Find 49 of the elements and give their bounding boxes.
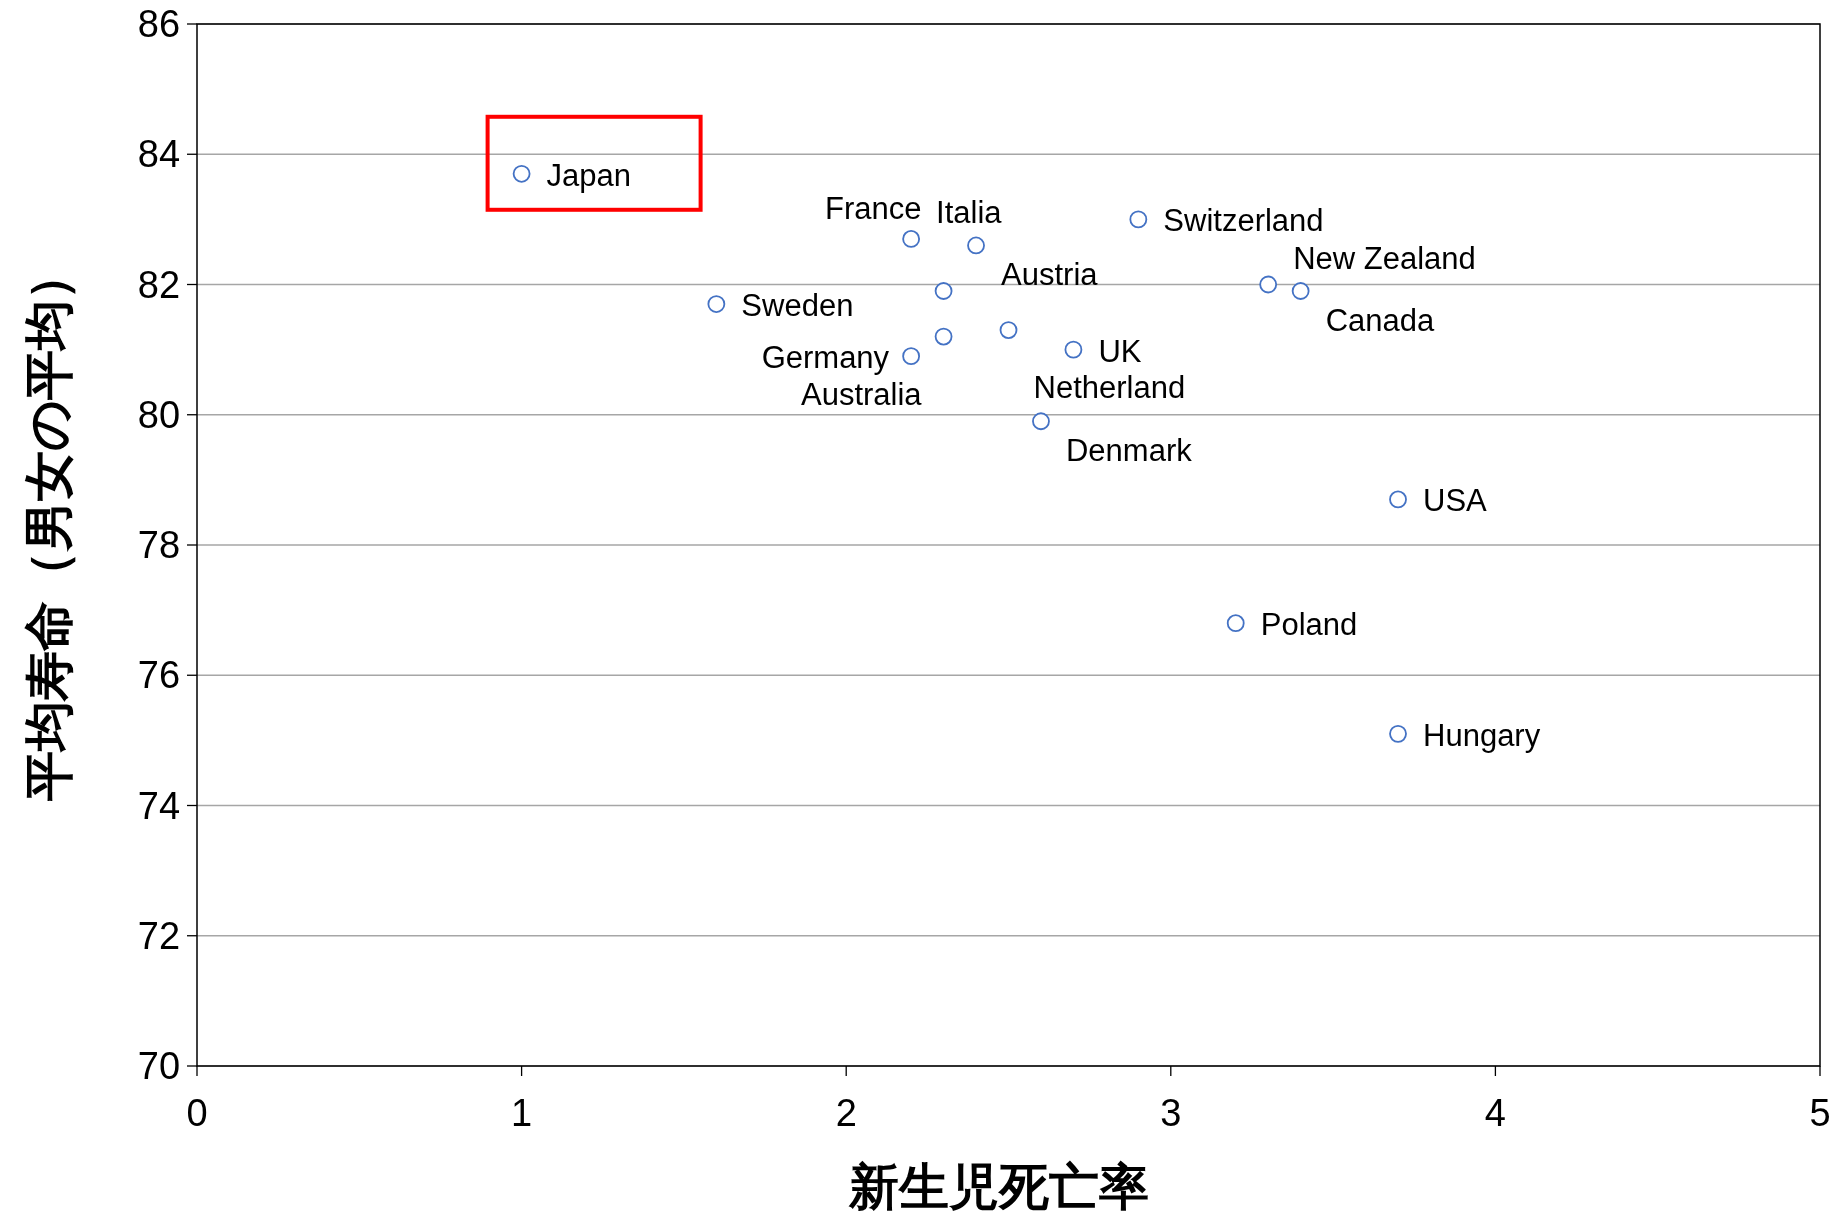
- annotation: Japan: [546, 157, 632, 193]
- annotation: Switzerland: [1163, 203, 1324, 239]
- annotation: Canada: [1325, 303, 1435, 339]
- y-tick-label: 78: [137, 524, 181, 566]
- annotation: Netherland: [1033, 370, 1186, 406]
- annotation: Sweden: [741, 288, 854, 324]
- y-tick-label: 76: [137, 654, 181, 697]
- point: [967, 236, 985, 255]
- y-axis-title: 平均寿命（男女の平均）: [20, 249, 78, 802]
- y-tick-label: 72: [137, 914, 181, 957]
- y-tick-label: 70: [137, 1045, 181, 1087]
- annotation: Denmark: [1065, 433, 1193, 469]
- annotation: USA: [1423, 483, 1488, 519]
- point: [1259, 275, 1278, 294]
- annotation: France: [825, 191, 922, 227]
- annotation: New Zealand: [1293, 240, 1476, 276]
- point: [1389, 490, 1407, 509]
- y-tick-label: 82: [137, 263, 181, 306]
- x-tick-label: 1: [511, 1092, 533, 1134]
- point: [512, 164, 531, 183]
- point: [707, 295, 726, 313]
- point: [902, 347, 921, 366]
- y-tick-label: 84: [137, 133, 181, 176]
- point: [1291, 282, 1310, 300]
- y-tick-label: 80: [137, 393, 181, 436]
- point: [1032, 412, 1050, 431]
- x-tick-label: 0: [186, 1092, 208, 1134]
- y-tick-label: 74: [137, 784, 181, 827]
- annotation: UK: [1098, 333, 1142, 369]
- point: [934, 282, 953, 300]
- x-tick-label: 2: [835, 1092, 857, 1134]
- point: [1389, 724, 1407, 743]
- annotation: Germany: [761, 340, 890, 376]
- annotation: Austria: [1001, 257, 1099, 293]
- y-tick-label: 86: [137, 3, 181, 45]
- point: [1226, 614, 1245, 633]
- x-tick-label: 5: [1809, 1092, 1831, 1134]
- point: [1129, 210, 1148, 229]
- x-axis-title: 新生児死亡率: [847, 1158, 1149, 1216]
- point: [902, 230, 921, 248]
- point: [999, 321, 1018, 339]
- annotation: Hungary: [1423, 717, 1541, 753]
- annotation: Italia: [936, 194, 1003, 230]
- annotation: Poland: [1260, 607, 1358, 643]
- point: [1064, 340, 1083, 359]
- x-tick-label: 3: [1160, 1092, 1182, 1134]
- point: [934, 327, 953, 346]
- annotation: Australia: [800, 376, 923, 412]
- x-tick-label: 4: [1484, 1092, 1506, 1134]
